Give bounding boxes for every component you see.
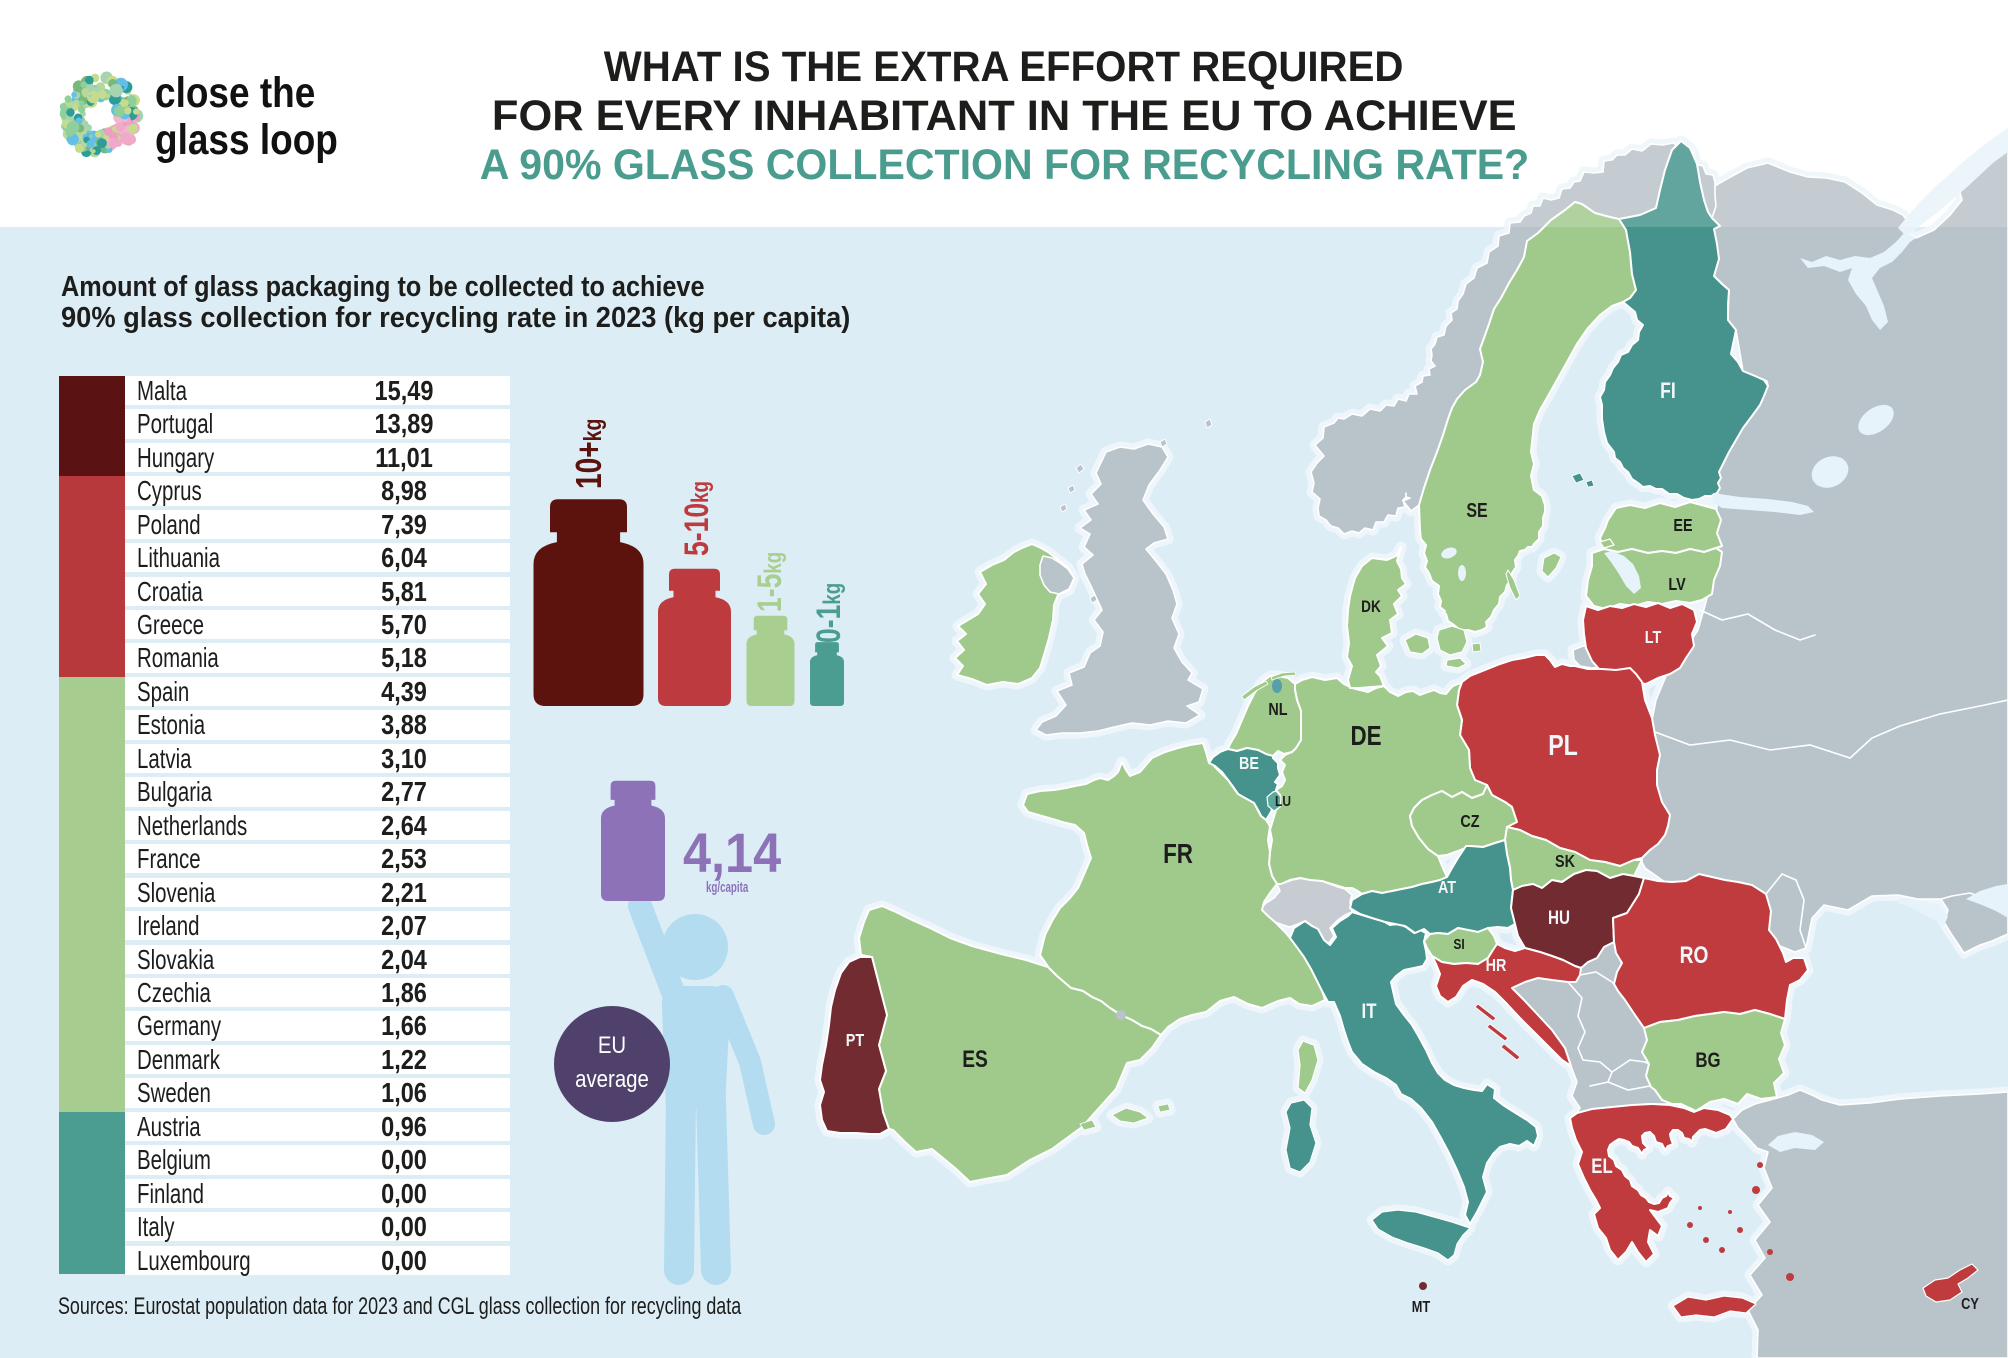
svg-text:DK: DK xyxy=(1361,598,1381,617)
svg-text:HU: HU xyxy=(1548,906,1570,928)
svg-text:CZ: CZ xyxy=(1460,812,1479,832)
svg-text:MT: MT xyxy=(1412,1299,1431,1317)
svg-text:LT: LT xyxy=(1645,628,1662,648)
svg-text:FR: FR xyxy=(1163,839,1193,870)
svg-text:LU: LU xyxy=(1275,793,1291,810)
svg-text:RO: RO xyxy=(1680,941,1709,969)
svg-text:CY: CY xyxy=(1961,1296,1979,1314)
svg-text:5-10kg: 5-10kg xyxy=(678,481,716,556)
svg-text:BG: BG xyxy=(1695,1049,1720,1072)
svg-text:average: average xyxy=(575,1065,649,1092)
svg-text:DE: DE xyxy=(1350,721,1381,752)
svg-text:EL: EL xyxy=(1591,1155,1613,1178)
svg-text:EU: EU xyxy=(598,1031,626,1058)
svg-text:FI: FI xyxy=(1660,379,1676,403)
svg-text:SI: SI xyxy=(1453,936,1464,953)
svg-text:SK: SK xyxy=(1555,852,1575,872)
svg-text:NL: NL xyxy=(1268,700,1287,720)
svg-text:0-1kg: 0-1kg xyxy=(810,583,848,643)
svg-text:1-5kg: 1-5kg xyxy=(751,552,789,612)
svg-text:LV: LV xyxy=(1668,575,1685,595)
svg-text:HR: HR xyxy=(1486,956,1507,976)
svg-text:BE: BE xyxy=(1239,754,1259,774)
svg-text:EE: EE xyxy=(1673,516,1692,536)
svg-text:ES: ES xyxy=(962,1045,988,1073)
svg-text:PL: PL xyxy=(1548,728,1578,761)
svg-text:SE: SE xyxy=(1466,499,1487,521)
svg-text:IT: IT xyxy=(1362,1000,1377,1023)
svg-text:AT: AT xyxy=(1438,878,1456,898)
svg-text:PT: PT xyxy=(846,1031,864,1051)
svg-text:10+kg: 10+kg xyxy=(569,419,609,489)
